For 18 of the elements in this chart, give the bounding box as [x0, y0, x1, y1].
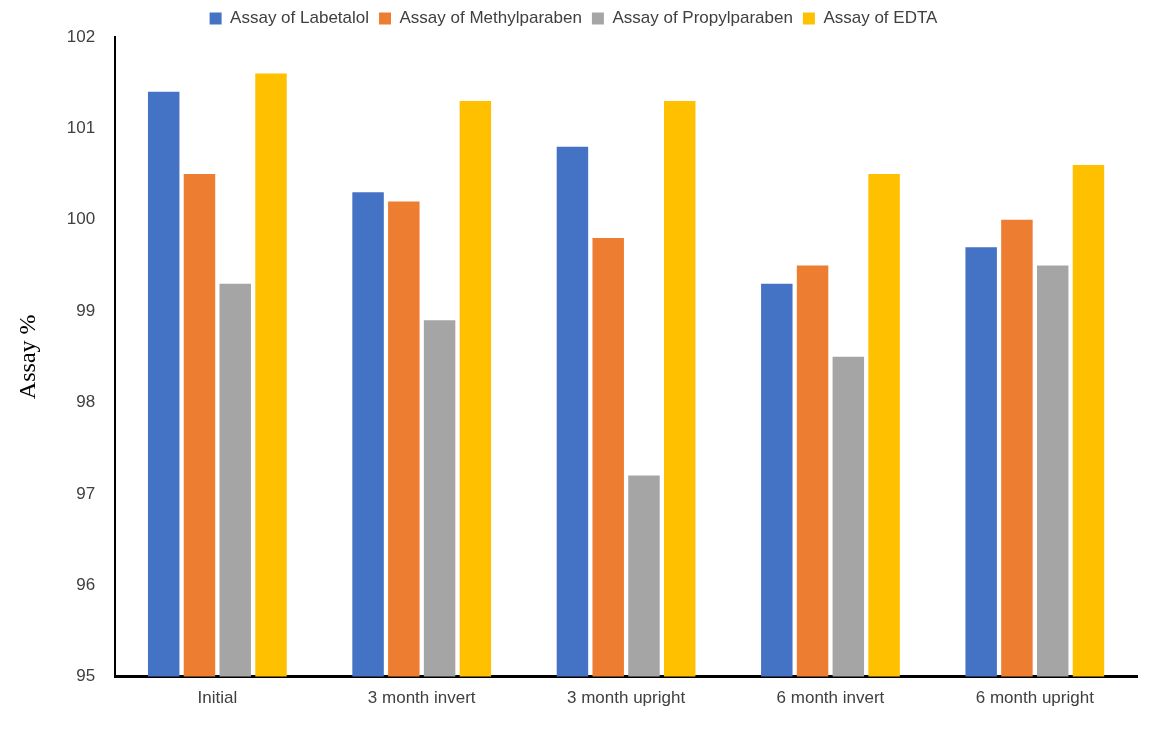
- y-tick-label: 95: [76, 666, 96, 686]
- y-tick-label: 100: [66, 209, 96, 229]
- y-axis-title: Assay %: [13, 314, 40, 400]
- x-tick-label: 6 month upright: [975, 688, 1095, 708]
- x-tick-label: 6 month invert: [776, 688, 885, 708]
- x-tick-label: 3 month invert: [367, 688, 476, 708]
- x-tick-label: Initial: [197, 688, 238, 708]
- legend-label: Assay of EDTA: [823, 8, 939, 28]
- y-tick-label: 101: [66, 118, 96, 138]
- y-tick-label: 97: [76, 483, 96, 503]
- y-tick-label: 99: [76, 300, 96, 320]
- x-tick-label: 3 month upright: [567, 688, 686, 708]
- legend-label: Assay of Methylparaben: [399, 8, 582, 28]
- y-tick-label: 96: [76, 574, 96, 594]
- legend-label: Assay of Labetalol: [230, 8, 370, 28]
- y-tick-label: 98: [76, 392, 96, 412]
- y-tick-label: 102: [66, 26, 96, 46]
- legend-label: Assay of Propylparaben: [612, 8, 793, 28]
